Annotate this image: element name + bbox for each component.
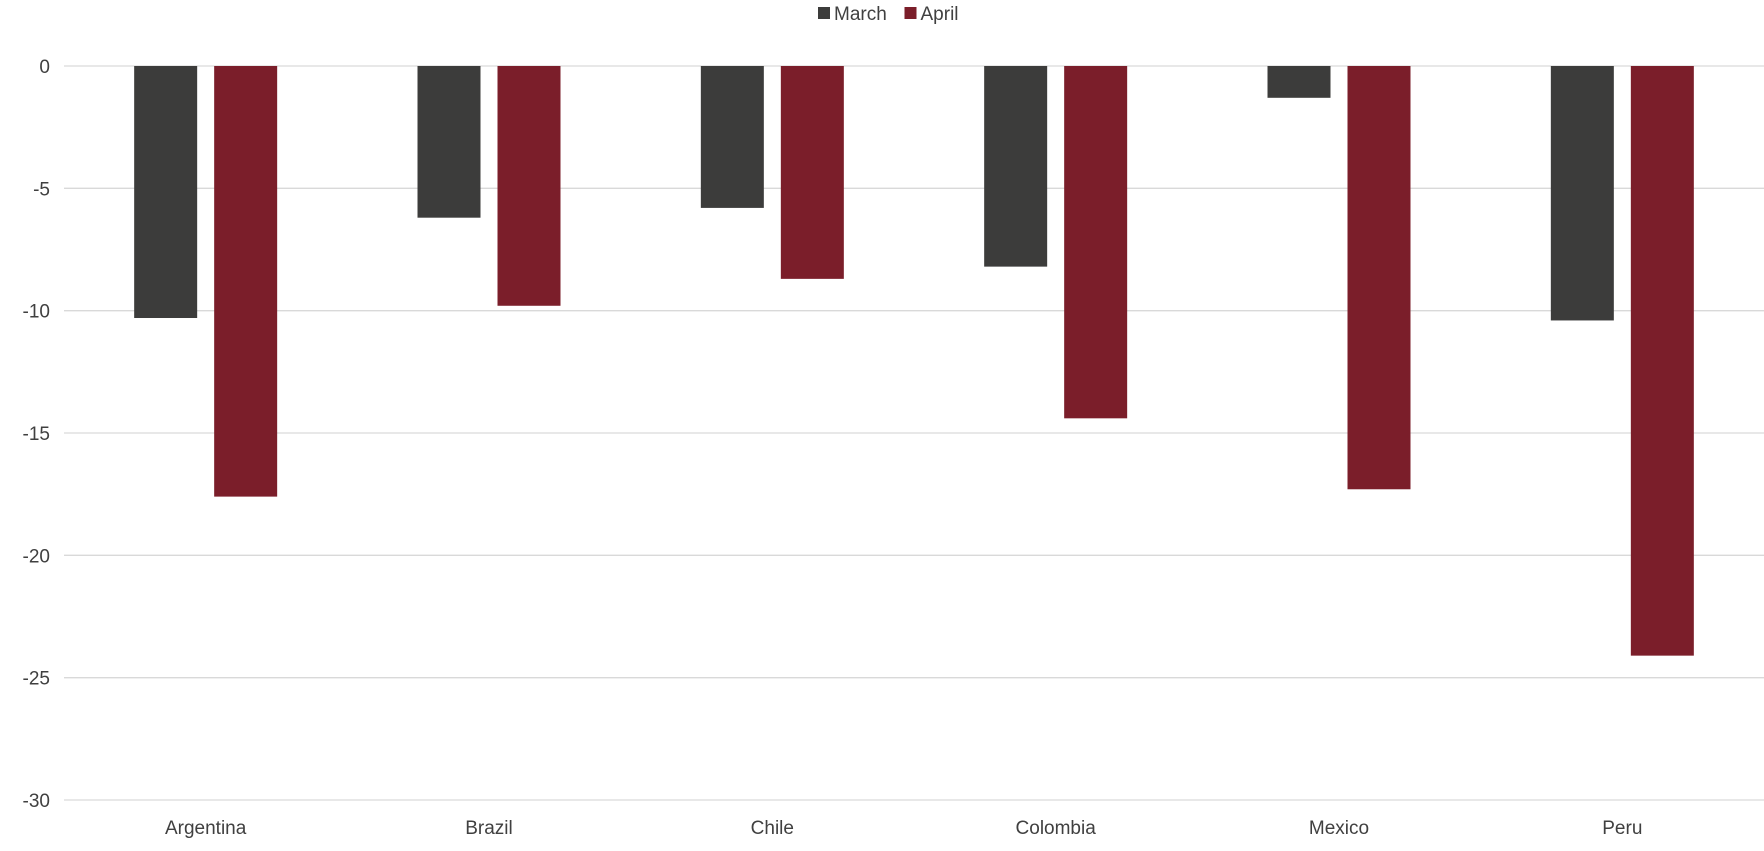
y-tick-label: -30 (23, 791, 50, 812)
legend-label-march: March (834, 4, 887, 25)
bar-april-brazil (497, 66, 561, 306)
legend-label-april: April (921, 4, 959, 25)
bar-april-peru (1630, 66, 1694, 656)
bar-april-chile (780, 66, 844, 279)
bar-april-colombia (1064, 66, 1128, 419)
x-category-label: Brazil (465, 818, 513, 839)
bar-march-mexico (1267, 66, 1331, 98)
legend-swatch-march (818, 7, 830, 19)
x-category-label: Chile (751, 818, 794, 839)
y-tick-label: -15 (23, 424, 50, 445)
legend: March April (818, 4, 959, 25)
x-category-label: Mexico (1309, 818, 1369, 839)
bar-march-argentina (134, 66, 198, 319)
bar-april-mexico (1347, 66, 1411, 490)
bar-march-brazil (417, 66, 481, 218)
y-axis: 0 -5 -10 -15 -20 -25 -30 (23, 57, 50, 812)
legend-swatch-april (904, 7, 917, 19)
x-axis: Argentina Brazil Chile Colombia Mexico Peru (165, 818, 1642, 839)
y-tick-label: 0 (39, 57, 50, 78)
y-tick-label: -5 (33, 179, 50, 200)
bar-march-colombia (984, 66, 1048, 267)
bar-march-peru (1550, 66, 1614, 321)
y-tick-label: -10 (23, 302, 50, 323)
y-tick-label: -25 (23, 669, 50, 690)
x-category-label: Peru (1602, 818, 1642, 839)
bar-march-chile (700, 66, 764, 208)
y-tick-label: -20 (23, 546, 50, 567)
bar-april-argentina (214, 66, 278, 497)
x-category-label: Colombia (1016, 818, 1097, 839)
x-category-label: Argentina (165, 818, 247, 839)
gridlines (64, 65, 1764, 801)
bars (134, 66, 1694, 656)
